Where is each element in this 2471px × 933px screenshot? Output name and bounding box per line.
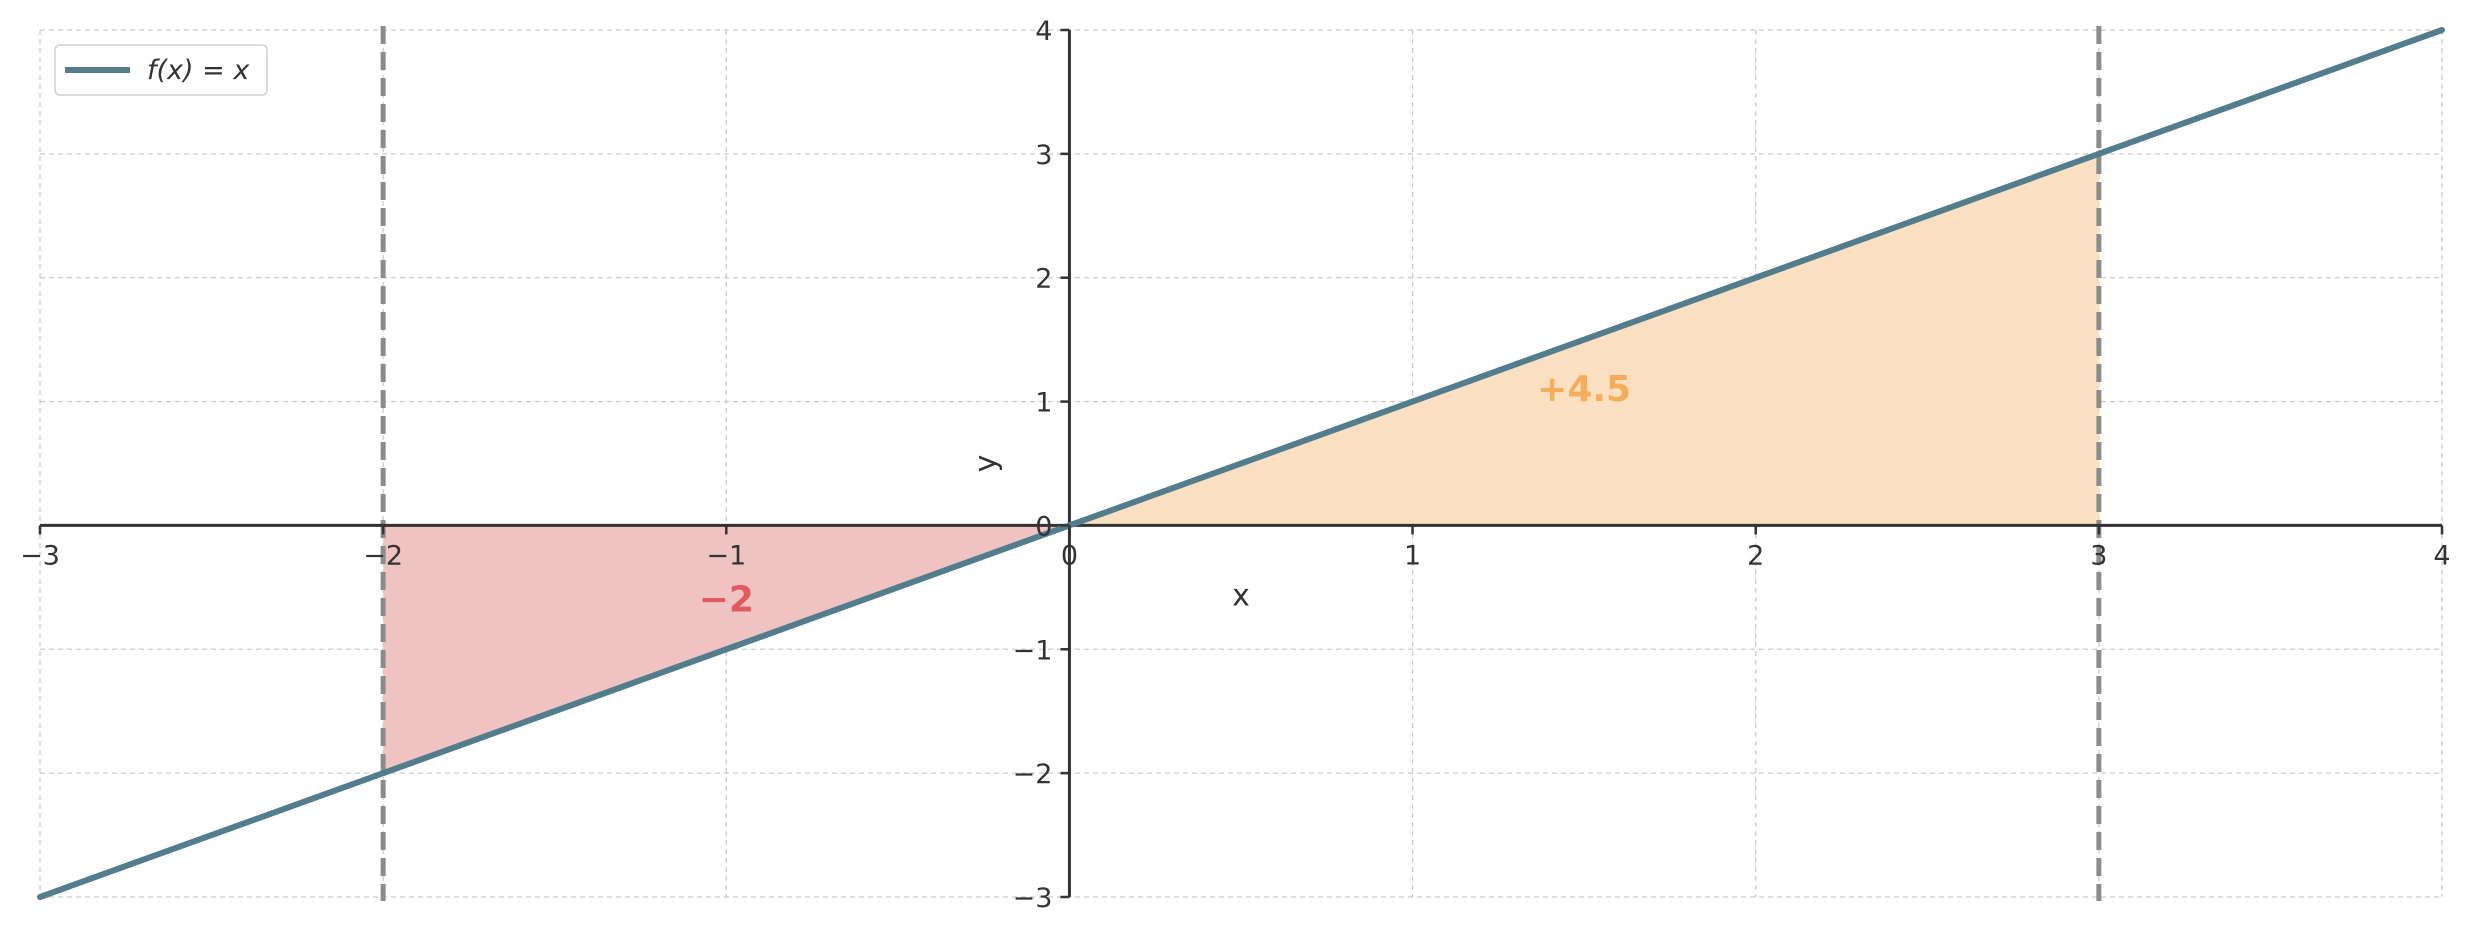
x-tick-label: −2	[363, 540, 403, 571]
y-tick-label: −2	[1013, 759, 1053, 790]
grid	[39, 29, 2443, 898]
x-tick-label: 2	[1747, 540, 1764, 571]
x-tick-label: −3	[20, 540, 60, 571]
vertical-lines	[380, 26, 2102, 901]
x-axis-label: x	[1232, 578, 1250, 613]
positive-area-label: +4.5	[1537, 369, 1631, 410]
legend-box	[54, 44, 268, 96]
series	[37, 27, 2445, 900]
series-line	[37, 27, 2445, 900]
y-tick-label: 2	[1035, 264, 1052, 295]
y-tick-label: 3	[1035, 140, 1052, 171]
y-tick-label: 0	[1035, 511, 1052, 542]
legend: f(x) = x	[54, 44, 268, 96]
x-tick-label: 3	[2090, 540, 2107, 571]
axes	[40, 30, 2442, 897]
y-tick-label: −1	[1013, 635, 1053, 666]
legend-label: f(x) = x	[147, 55, 250, 86]
x-tick-label: 0	[1061, 540, 1078, 571]
y-tick-label: 1	[1035, 388, 1052, 419]
x-tick-label: −1	[706, 540, 746, 571]
y-tick-label: −3	[1013, 883, 1053, 914]
y-tick-label: 4	[1035, 16, 1052, 47]
labels: x y	[968, 455, 1249, 614]
ticks: −3 −2 −1 0 1 2 3 4 −3 −2 −1 0 1 2 3 4	[20, 16, 2451, 914]
negative-area-label: −2	[699, 580, 754, 621]
x-tick-label: 4	[2433, 540, 2450, 571]
y-axis-label: y	[968, 455, 1003, 473]
x-tick-label: 1	[1404, 540, 1421, 571]
